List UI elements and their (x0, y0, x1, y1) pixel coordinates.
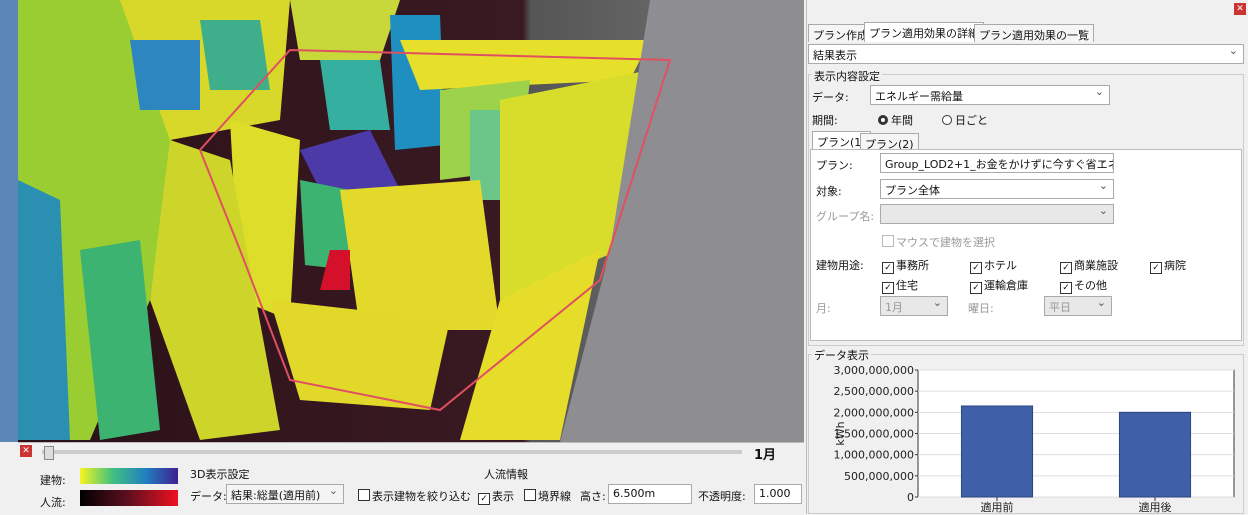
checkbox-label: その他 (1074, 279, 1107, 292)
select-value: プラン全体 (885, 184, 940, 197)
settings-group (808, 74, 1244, 346)
month-select-label: 月: (816, 302, 831, 315)
city-3d-view[interactable] (0, 0, 804, 442)
time-slider[interactable] (42, 450, 742, 454)
opacity-input[interactable]: 1.000 (754, 484, 802, 504)
x-tick-label: 適用前 (981, 500, 1014, 514)
bar (960, 405, 1034, 498)
select-value: Group_LOD2+1_お金をかけずに今すぐ省エネこ (885, 158, 1114, 171)
settings3d-title: 3D表示設定 (190, 468, 250, 481)
radio-annual[interactable]: 年間 (878, 112, 913, 128)
chart: 0 500,000,000 1,000,000,000 1,500,000,000 2,… (834, 364, 1235, 514)
y-axis-title: kWh (834, 421, 847, 445)
select-value: 結果表示 (813, 49, 857, 62)
select-value: 結果:総量(適用前) (231, 489, 321, 502)
y-tick-label: 2,500,000,000 (834, 385, 914, 398)
data-select[interactable]: エネルギー需給量 (870, 85, 1110, 105)
tab[interactable]: プラン適用効果の一覧 (974, 24, 1094, 42)
group-label: グループ名: (816, 210, 875, 223)
weekday-label: 曜日: (968, 302, 994, 315)
settings3d-data-select[interactable]: 結果:総量(適用前) (226, 484, 344, 504)
checkbox-label: 住宅 (896, 279, 918, 292)
flow-color-scale (80, 490, 178, 506)
checkbox-label: 商業施設 (1074, 259, 1118, 272)
flow-title: 人流情報 (484, 468, 528, 481)
data-label: データ: (812, 91, 849, 104)
plan-select[interactable]: Group_LOD2+1_お金をかけずに今すぐ省エネこ (880, 153, 1114, 173)
usage-checkbox[interactable]: ✓ その他 (1060, 277, 1107, 294)
checkbox-label: 表示 (492, 490, 514, 503)
checkbox-label: 境界線 (538, 490, 571, 503)
checkbox-label: 運輸倉庫 (984, 279, 1028, 292)
target-label: 対象: (816, 185, 842, 198)
boundary-checkbox[interactable]: 境界線 (524, 488, 571, 504)
tab[interactable]: プラン作成 (808, 24, 873, 42)
usage-checkbox[interactable]: ✓ 病院 (1150, 257, 1186, 274)
checkbox-label: 病院 (1164, 259, 1186, 272)
group-select (880, 204, 1114, 224)
map-edge (0, 0, 18, 442)
target-select[interactable]: プラン全体 (880, 179, 1114, 199)
x-tick-label: 適用後 (1139, 500, 1172, 514)
y-tick-label: 500,000,000 (844, 470, 914, 483)
usage-checkbox[interactable]: ✓ 運輸倉庫 (970, 277, 1028, 294)
plan-tab-active[interactable]: プラン(1) (812, 131, 871, 149)
settings3d-data-label: データ: (190, 490, 227, 503)
chart-title: データ表示 (812, 347, 871, 363)
select-value: エネルギー需給量 (875, 90, 963, 103)
usage-checkbox[interactable]: ✓ 住宅 (882, 277, 918, 294)
opacity-label: 不透明度: (698, 490, 746, 503)
mouse-select-checkbox: マウスで建物を選択 (882, 234, 995, 250)
buildings (18, 0, 804, 442)
month-label: 1月 (754, 448, 777, 463)
group-title: 表示内容設定 (812, 68, 882, 84)
radio-daily[interactable]: 日ごと (942, 112, 988, 128)
height-label: 高さ: (580, 490, 606, 503)
select-value: 1月 (885, 301, 903, 314)
area-boundary (199, 48, 672, 412)
plan-tab[interactable]: プラン(2) (860, 133, 919, 151)
usage-label: 建物用途: (816, 259, 864, 272)
panel-close[interactable]: ✕ (1234, 3, 1246, 15)
checkbox-label: 事務所 (896, 259, 929, 272)
y-tick-label: 2,000,000,000 (834, 406, 914, 419)
y-tick-label: 1,000,000,000 (834, 449, 914, 462)
input-value: 1.000 (759, 487, 791, 500)
building-color-scale (80, 468, 178, 484)
checkbox-label: 表示建物を絞り込む (372, 490, 471, 503)
input-value: 6.500m (613, 487, 656, 500)
legend-building-label: 建物: (40, 474, 66, 487)
usage-checkbox[interactable]: ✓ 商業施設 (1060, 257, 1118, 274)
legend-flow-label: 人流: (40, 496, 66, 509)
select-value: 平日 (1049, 301, 1071, 314)
y-tick-label: 3,000,000,000 (834, 364, 914, 377)
close-button[interactable]: ✕ (20, 445, 32, 457)
usage-checkbox[interactable]: ✓ 事務所 (882, 257, 929, 274)
y-tick-label: 0 (907, 491, 914, 504)
plan-tab-content (810, 149, 1242, 341)
filter-checkbox[interactable]: 表示建物を絞り込む (358, 488, 471, 504)
bar (1118, 411, 1192, 498)
height-input[interactable]: 6.500m (608, 484, 692, 504)
tab-active[interactable]: プラン適用効果の詳細 (864, 22, 984, 42)
checkbox-label: ホテル (984, 259, 1017, 272)
slider-thumb[interactable] (44, 446, 54, 460)
view-select[interactable]: 結果表示 (808, 44, 1244, 64)
checkbox-label: マウスで建物を選択 (896, 236, 995, 249)
weekday-select: 平日 (1044, 296, 1112, 316)
usage-checkbox[interactable]: ✓ ホテル (970, 257, 1017, 274)
plan-label: プラン: (816, 159, 853, 172)
radio-label: 年間 (891, 114, 913, 127)
period-label: 期間: (812, 114, 838, 127)
y-tick-label: 1,500,000,000 (834, 428, 914, 441)
flow-show-checkbox[interactable]: ✓ 表示 (478, 488, 514, 505)
radio-label: 日ごと (955, 114, 988, 127)
month-select: 1月 (880, 296, 948, 316)
